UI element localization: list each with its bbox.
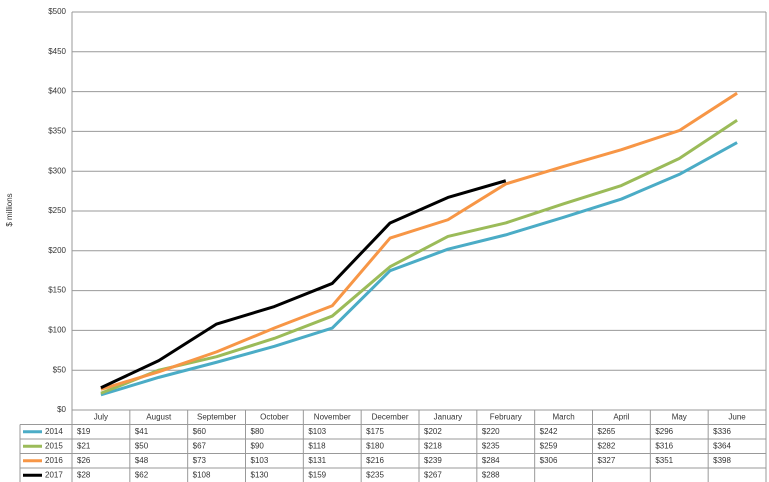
table-value: $48 xyxy=(135,456,149,465)
legend-label: 2017 xyxy=(45,470,63,479)
y-tick-label: $100 xyxy=(48,326,66,335)
y-tick-label: $150 xyxy=(48,286,66,295)
table-value: $108 xyxy=(193,470,211,479)
y-tick-label: $50 xyxy=(53,365,67,374)
table-value: $41 xyxy=(135,427,149,436)
legend-label: 2016 xyxy=(45,456,63,465)
y-tick-label: $300 xyxy=(48,166,66,175)
table-value: $131 xyxy=(308,456,326,465)
table-value: $80 xyxy=(251,427,265,436)
table-value: $235 xyxy=(482,441,500,450)
legend-label: 2014 xyxy=(45,427,63,436)
table-value: $282 xyxy=(598,441,616,450)
x-tick-label: March xyxy=(552,412,574,421)
table-value: $159 xyxy=(308,470,326,479)
table-value: $50 xyxy=(135,441,149,450)
table-value: $218 xyxy=(424,441,442,450)
x-tick-label: October xyxy=(260,412,289,421)
x-tick-label: April xyxy=(613,412,629,421)
table-value: $351 xyxy=(655,456,673,465)
x-tick-label: January xyxy=(434,412,462,421)
y-tick-label: $500 xyxy=(48,7,66,16)
x-tick-label: August xyxy=(146,412,172,421)
table-value: $306 xyxy=(540,456,558,465)
table-value: $267 xyxy=(424,470,442,479)
table-value: $60 xyxy=(193,427,207,436)
table-value: $28 xyxy=(77,470,91,479)
x-tick-label: July xyxy=(94,412,108,421)
table-value: $265 xyxy=(598,427,616,436)
table-value: $19 xyxy=(77,427,91,436)
table-value: $216 xyxy=(366,456,384,465)
table-value: $103 xyxy=(308,427,326,436)
table-value: $288 xyxy=(482,470,500,479)
series-line xyxy=(100,141,738,397)
table-value: $242 xyxy=(540,427,558,436)
x-tick-label: May xyxy=(672,412,687,421)
y-tick-label: $0 xyxy=(57,405,66,414)
table-value: $62 xyxy=(135,470,149,479)
table-value: $235 xyxy=(366,470,384,479)
table-value: $103 xyxy=(251,456,269,465)
table-value: $336 xyxy=(713,427,731,436)
y-tick-label: $400 xyxy=(48,87,66,96)
series-line xyxy=(100,119,738,395)
y-tick-label: $250 xyxy=(48,206,66,215)
table-value: $73 xyxy=(193,456,207,465)
table-value: $220 xyxy=(482,427,500,436)
table-value: $364 xyxy=(713,441,731,450)
x-tick-label: September xyxy=(197,412,236,421)
table-value: $284 xyxy=(482,456,500,465)
table-value: $327 xyxy=(598,456,616,465)
series-line xyxy=(100,179,507,390)
table-value: $296 xyxy=(655,427,673,436)
x-tick-label: December xyxy=(372,412,409,421)
table-value: $21 xyxy=(77,441,91,450)
x-tick-label: February xyxy=(490,412,522,421)
x-tick-label: June xyxy=(728,412,746,421)
table-value: $316 xyxy=(655,441,673,450)
table-value: $175 xyxy=(366,427,384,436)
series-line xyxy=(100,91,738,391)
table-value: $130 xyxy=(251,470,269,479)
table-value: $118 xyxy=(308,441,326,450)
table-value: $26 xyxy=(77,456,91,465)
table-value: $259 xyxy=(540,441,558,450)
table-value: $398 xyxy=(713,456,731,465)
table-value: $239 xyxy=(424,456,442,465)
y-axis-label: $ millions xyxy=(5,193,14,226)
y-tick-label: $450 xyxy=(48,47,66,56)
y-tick-label: $350 xyxy=(48,127,66,136)
x-tick-label: November xyxy=(314,412,351,421)
legend-label: 2015 xyxy=(45,441,63,450)
table-value: $202 xyxy=(424,427,442,436)
table-value: $67 xyxy=(193,441,207,450)
y-tick-label: $200 xyxy=(48,246,66,255)
table-value: $90 xyxy=(251,441,265,450)
table-value: $180 xyxy=(366,441,384,450)
